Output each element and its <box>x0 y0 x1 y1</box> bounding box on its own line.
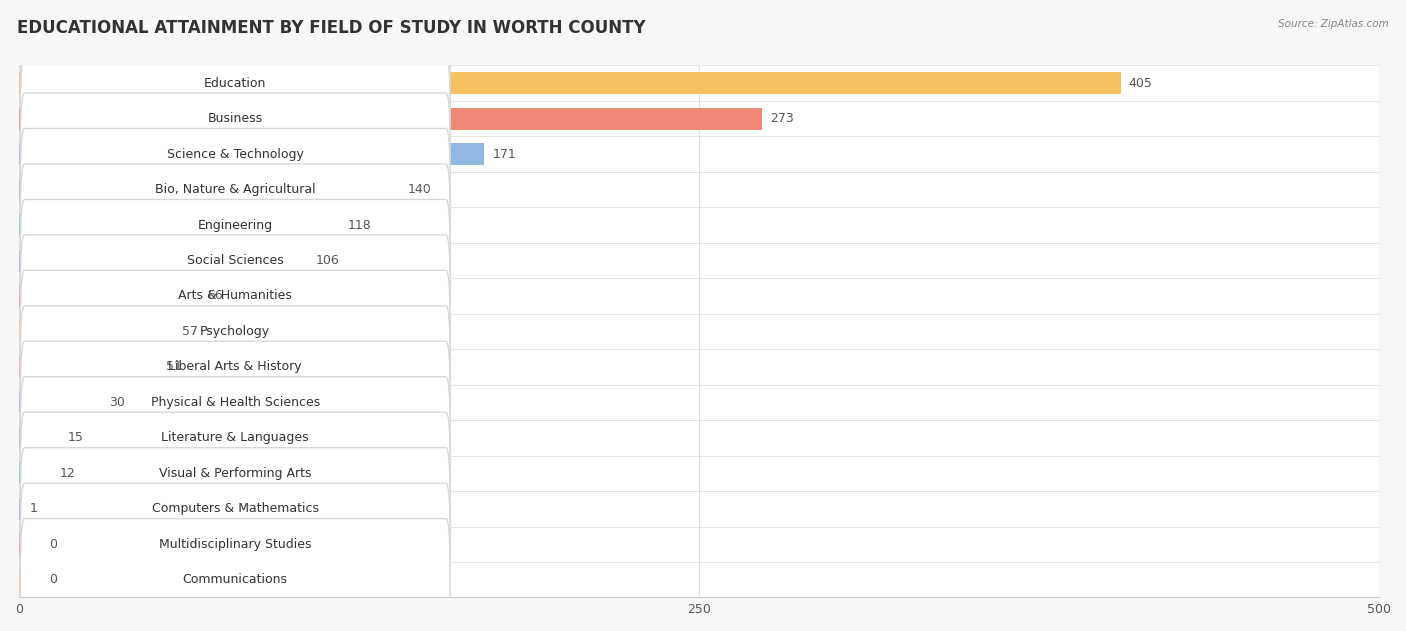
Text: 0: 0 <box>49 538 56 551</box>
Bar <box>20 321 174 343</box>
Bar <box>20 243 1379 278</box>
Text: Social Sciences: Social Sciences <box>187 254 284 267</box>
Bar <box>20 385 1379 420</box>
FancyBboxPatch shape <box>20 447 450 570</box>
Text: Education: Education <box>204 77 266 90</box>
FancyBboxPatch shape <box>20 199 450 322</box>
Bar <box>20 72 1121 94</box>
Bar <box>20 526 1379 562</box>
Bar <box>20 278 1379 314</box>
Bar <box>20 143 484 165</box>
Bar <box>20 249 308 271</box>
FancyBboxPatch shape <box>20 57 450 180</box>
Text: 30: 30 <box>108 396 125 409</box>
Text: Science & Technology: Science & Technology <box>167 148 304 161</box>
Text: 405: 405 <box>1129 77 1153 90</box>
Bar <box>20 427 60 449</box>
FancyBboxPatch shape <box>20 235 450 357</box>
Bar <box>20 356 157 378</box>
FancyBboxPatch shape <box>20 377 450 499</box>
Text: 1: 1 <box>30 502 38 516</box>
Bar <box>20 569 41 591</box>
Text: 140: 140 <box>408 183 432 196</box>
Text: Arts & Humanities: Arts & Humanities <box>179 290 292 302</box>
FancyBboxPatch shape <box>20 93 450 215</box>
Bar <box>20 108 762 129</box>
Text: Communications: Communications <box>183 573 288 586</box>
Bar <box>20 456 1379 491</box>
Bar <box>20 66 1379 101</box>
Text: EDUCATIONAL ATTAINMENT BY FIELD OF STUDY IN WORTH COUNTY: EDUCATIONAL ATTAINMENT BY FIELD OF STUDY… <box>17 19 645 37</box>
Bar <box>20 285 198 307</box>
Text: Physical & Health Sciences: Physical & Health Sciences <box>150 396 321 409</box>
Text: Liberal Arts & History: Liberal Arts & History <box>169 360 302 374</box>
Text: 106: 106 <box>315 254 339 267</box>
Bar <box>20 463 52 485</box>
Bar <box>20 349 1379 385</box>
Text: 57: 57 <box>183 325 198 338</box>
Bar <box>20 136 1379 172</box>
Text: 66: 66 <box>207 290 222 302</box>
Bar <box>20 179 399 201</box>
Bar <box>20 562 1379 598</box>
Text: Multidisciplinary Studies: Multidisciplinary Studies <box>159 538 312 551</box>
Bar <box>20 101 1379 136</box>
Text: Source: ZipAtlas.com: Source: ZipAtlas.com <box>1278 19 1389 29</box>
Text: 51: 51 <box>166 360 181 374</box>
Bar <box>20 391 101 413</box>
FancyBboxPatch shape <box>20 341 450 464</box>
Text: Bio, Nature & Agricultural: Bio, Nature & Agricultural <box>155 183 315 196</box>
Bar <box>20 214 340 236</box>
Bar <box>20 533 41 555</box>
FancyBboxPatch shape <box>20 519 450 631</box>
FancyBboxPatch shape <box>20 412 450 534</box>
FancyBboxPatch shape <box>20 270 450 392</box>
Text: Engineering: Engineering <box>198 218 273 232</box>
Text: 273: 273 <box>769 112 793 125</box>
Text: 12: 12 <box>60 467 76 480</box>
Bar <box>20 172 1379 208</box>
Text: Visual & Performing Arts: Visual & Performing Arts <box>159 467 312 480</box>
Text: 118: 118 <box>349 218 371 232</box>
Text: 15: 15 <box>67 432 84 444</box>
Text: Computers & Mathematics: Computers & Mathematics <box>152 502 319 516</box>
FancyBboxPatch shape <box>20 164 450 286</box>
Bar <box>20 208 1379 243</box>
Text: 0: 0 <box>49 573 56 586</box>
Text: Business: Business <box>208 112 263 125</box>
Bar <box>20 420 1379 456</box>
Bar <box>20 491 1379 526</box>
FancyBboxPatch shape <box>20 22 450 144</box>
FancyBboxPatch shape <box>20 129 450 251</box>
Text: Literature & Languages: Literature & Languages <box>162 432 309 444</box>
Text: Psychology: Psychology <box>200 325 270 338</box>
Bar <box>20 314 1379 349</box>
Bar <box>20 498 21 520</box>
Text: 171: 171 <box>492 148 516 161</box>
FancyBboxPatch shape <box>20 483 450 605</box>
FancyBboxPatch shape <box>20 306 450 428</box>
